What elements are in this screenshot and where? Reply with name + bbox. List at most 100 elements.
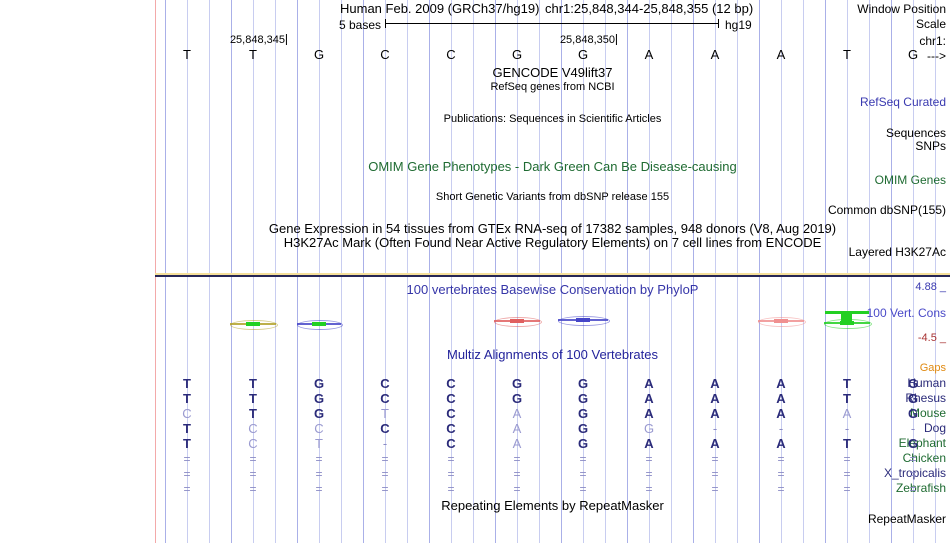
label-100-vert-cons[interactable]: 100 Vert. Cons bbox=[866, 306, 946, 320]
coordinate-label: 25,848,345 bbox=[230, 34, 287, 46]
alignment-base: = bbox=[645, 467, 653, 481]
alignment-base: = bbox=[381, 452, 389, 466]
phylop-peak-cap bbox=[825, 311, 869, 314]
species-label-mouse[interactable]: Mouse bbox=[909, 406, 946, 420]
alignment-base: = bbox=[645, 452, 653, 466]
alignment-base: = bbox=[315, 482, 323, 496]
alignment-base: G bbox=[313, 406, 325, 421]
alignment-base: = bbox=[315, 452, 323, 466]
alignment-base: A bbox=[644, 406, 654, 421]
alignment-base: = bbox=[843, 482, 851, 496]
alignment-base: G bbox=[313, 376, 325, 391]
alignment-base: T bbox=[315, 436, 323, 451]
multiz-title: Multiz Alignments of 100 Vertebrates bbox=[446, 347, 658, 362]
alignment-base: = bbox=[513, 452, 521, 466]
alignment-base: - bbox=[778, 421, 784, 436]
alignment-base: = bbox=[315, 467, 323, 481]
phylop-bar-outline bbox=[230, 320, 278, 330]
reference-base: T bbox=[183, 47, 191, 62]
alignment-base: A bbox=[710, 391, 720, 406]
repeatmasker-title: Repeating Elements by RepeatMasker bbox=[441, 498, 664, 513]
scale-bar-label: 5 bases bbox=[339, 18, 382, 32]
alignment-base: G bbox=[907, 406, 919, 421]
track-separator-dark bbox=[155, 275, 950, 277]
coordinate-tick bbox=[286, 34, 287, 45]
alignment-base: G bbox=[511, 391, 523, 406]
alignment-base: = bbox=[909, 482, 917, 496]
alignment-base: A bbox=[710, 406, 720, 421]
label-common-dbsnp[interactable]: Common dbSNP(155) bbox=[827, 203, 946, 217]
alignment-base: A bbox=[776, 376, 786, 391]
alignment-base: = bbox=[381, 467, 389, 481]
alignment-base: = bbox=[579, 482, 587, 496]
alignment-base: G bbox=[643, 421, 655, 436]
assembly-title: Human Feb. 2009 (GRCh37/hg19) bbox=[340, 1, 540, 16]
alignment-base: - bbox=[910, 421, 916, 436]
conservation-title: 100 vertebrates Basewise Conservation by… bbox=[406, 282, 699, 297]
alignment-base: = bbox=[447, 482, 455, 496]
refseq-title: RefSeq genes from NCBI bbox=[490, 81, 615, 93]
alignment-base: = bbox=[249, 482, 257, 496]
label-layered-h3k27ac[interactable]: Layered H3K27Ac bbox=[848, 245, 946, 259]
alignment-base: A bbox=[710, 376, 720, 391]
alignment-base: G bbox=[577, 406, 589, 421]
species-label-rhesus[interactable]: Rhesus bbox=[905, 391, 946, 405]
reference-base: C bbox=[380, 47, 390, 62]
alignment-base: C bbox=[248, 421, 258, 436]
species-label-chicken[interactable]: Chicken bbox=[902, 451, 946, 465]
alignment-base: - bbox=[844, 421, 850, 436]
reference-base: G bbox=[577, 47, 589, 62]
alignment-base: T bbox=[183, 376, 191, 391]
reference-base: A bbox=[710, 47, 720, 62]
alignment-base: = bbox=[843, 467, 851, 481]
label-sequences[interactable]: Sequences bbox=[885, 126, 946, 140]
alignment-base: G bbox=[577, 421, 589, 436]
alignment-base: A bbox=[644, 391, 654, 406]
alignment-base: C bbox=[314, 421, 324, 436]
alignment-base: = bbox=[711, 467, 719, 481]
conservation-scale-min: -4.5 _ bbox=[917, 332, 946, 344]
species-label-elephant[interactable]: Elephant bbox=[898, 436, 946, 450]
label-refseq-curated[interactable]: RefSeq Curated bbox=[859, 95, 946, 109]
species-label-human[interactable]: Human bbox=[907, 376, 946, 390]
alignment-base: T bbox=[249, 406, 257, 421]
label-gaps: Gaps bbox=[919, 362, 946, 374]
alignment-base: G bbox=[577, 391, 589, 406]
coordinate-label: 25,848,350 bbox=[560, 34, 617, 46]
phylop-peak bbox=[576, 318, 590, 322]
alignment-base: A bbox=[644, 376, 654, 391]
alignment-base: C bbox=[446, 391, 456, 406]
alignment-base: T bbox=[249, 376, 257, 391]
alignment-base: = bbox=[777, 467, 785, 481]
alignment-base: G bbox=[511, 376, 523, 391]
reference-base: T bbox=[843, 47, 851, 62]
alignment-base: = bbox=[249, 467, 257, 481]
phylop-bar-outline bbox=[297, 320, 343, 330]
alignment-base: G bbox=[907, 436, 919, 451]
label-omim-genes[interactable]: OMIM Genes bbox=[874, 173, 946, 187]
alignment-base: G bbox=[907, 376, 919, 391]
label-snps[interactable]: SNPs bbox=[915, 139, 946, 153]
alignment-base: C bbox=[446, 406, 456, 421]
alignment-base: = bbox=[579, 452, 587, 466]
alignment-base: = bbox=[711, 452, 719, 466]
alignment-base: T bbox=[381, 406, 389, 421]
species-label-x_tropicalis[interactable]: X_tropicalis bbox=[883, 466, 946, 480]
alignment-base: C bbox=[446, 436, 456, 451]
alignment-base: G bbox=[907, 391, 919, 406]
species-label-dog[interactable]: Dog bbox=[923, 421, 946, 435]
alignment-base: A bbox=[644, 436, 654, 451]
phylop-peak bbox=[246, 322, 260, 326]
species-label-zebrafish[interactable]: Zebrafish bbox=[895, 481, 946, 495]
alignment-base: = bbox=[249, 452, 257, 466]
phylop-conserved-peak[interactable] bbox=[841, 311, 852, 325]
alignment-base: = bbox=[447, 452, 455, 466]
alignment-row: = = = = = = = = = = = = bbox=[0, 482, 950, 497]
alignment-base: T bbox=[183, 436, 191, 451]
label-repeatmasker[interactable]: RepeatMasker bbox=[867, 512, 946, 526]
alignment-base: C bbox=[446, 421, 456, 436]
alignment-base: T bbox=[843, 376, 851, 391]
